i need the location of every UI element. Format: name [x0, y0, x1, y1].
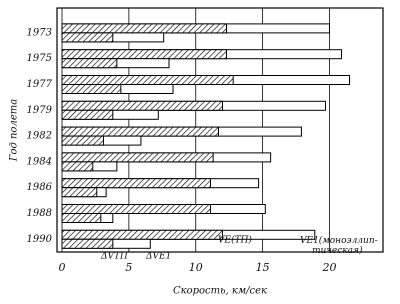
series-label: ΔVТП	[100, 252, 128, 262]
bar	[61, 152, 214, 163]
bar	[61, 109, 114, 120]
bar	[61, 204, 211, 214]
bar	[61, 187, 98, 198]
bar	[61, 178, 211, 189]
plot-frame	[56, 7, 384, 253]
series-label-line: тическая)	[312, 245, 363, 256]
y-tick-label: 1979	[27, 105, 53, 116]
bar	[61, 100, 223, 111]
x-tick-label: 5	[125, 261, 132, 274]
x-tick-label: 10	[189, 261, 203, 274]
bar	[61, 126, 219, 137]
y-tick-label: 1984	[27, 156, 52, 167]
y-tick-label: 1986	[27, 182, 53, 193]
y-tick-label: 1988	[27, 208, 52, 219]
y-tick-label: 1973	[27, 27, 52, 38]
y-tick-label: 1977	[27, 79, 53, 90]
y-tick-label: 1982	[27, 131, 52, 142]
x-tick-label: 15	[256, 261, 270, 274]
y-tick-label: 1975	[27, 53, 52, 64]
bar	[61, 49, 228, 60]
series-label: VE1(моноэллип-тическая)	[300, 235, 378, 256]
bar	[61, 229, 223, 240]
bar	[61, 135, 104, 146]
bar	[61, 23, 228, 34]
series-label: VE(ТП)	[218, 235, 252, 246]
y-tick-label: 1990	[27, 234, 53, 245]
bar	[61, 161, 94, 172]
series-label-line: VE1(моноэллип-	[300, 235, 378, 246]
bar	[61, 84, 122, 94]
x-tick-label: 20	[322, 261, 337, 274]
x-axis-label: Скорость, км/сек	[173, 286, 267, 297]
y-axis-label: Год полета	[9, 99, 20, 162]
bar	[61, 58, 118, 69]
bar	[61, 32, 114, 43]
bar	[61, 238, 114, 249]
bar	[61, 213, 102, 223]
x-tick-label: 0	[59, 261, 66, 274]
bar	[61, 75, 234, 85]
series-label: ΔVE1	[145, 252, 171, 262]
